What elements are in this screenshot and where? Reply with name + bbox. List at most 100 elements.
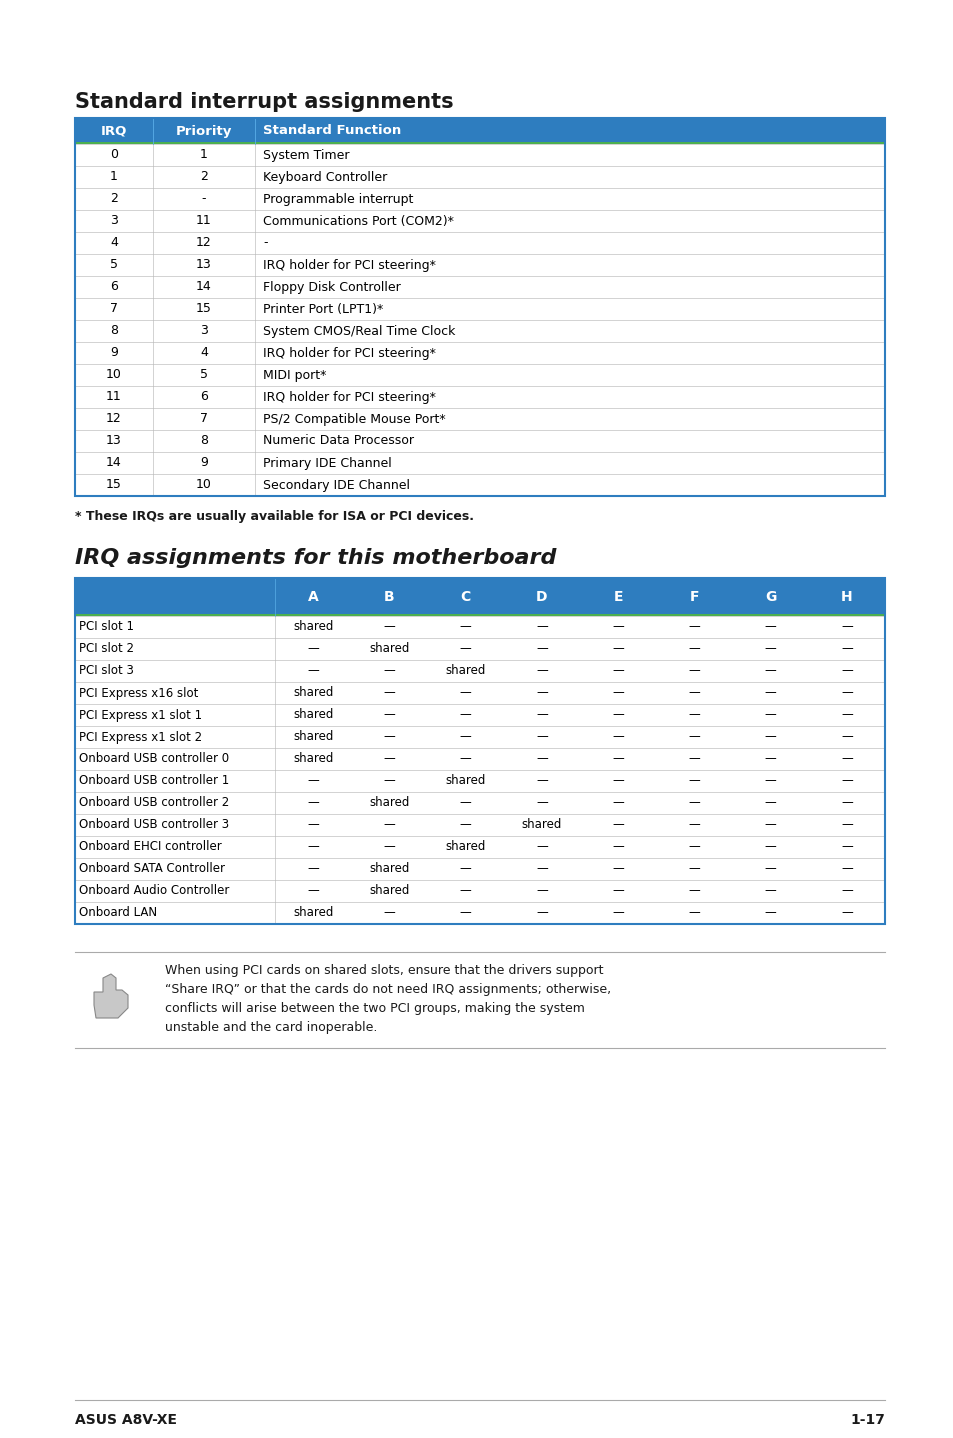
Text: PCI Express x16 slot: PCI Express x16 slot (79, 686, 198, 699)
Text: IRQ holder for PCI steering*: IRQ holder for PCI steering* (263, 259, 436, 272)
Text: PCI slot 1: PCI slot 1 (79, 621, 133, 634)
Text: —: — (383, 621, 395, 634)
Text: —: — (841, 840, 852, 854)
Text: shared: shared (293, 621, 333, 634)
Text: 7: 7 (110, 302, 118, 315)
Text: —: — (612, 731, 623, 743)
Text: —: — (841, 664, 852, 677)
Text: * These IRQs are usually available for ISA or PCI devices.: * These IRQs are usually available for I… (75, 510, 474, 523)
Text: E: E (613, 590, 622, 604)
Text: H: H (841, 590, 852, 604)
Text: —: — (612, 664, 623, 677)
Text: —: — (764, 664, 776, 677)
Bar (75, 385, 884, 408)
Text: —: — (841, 863, 852, 876)
Text: —: — (459, 752, 471, 765)
Text: —: — (612, 775, 623, 788)
Text: —: — (307, 840, 318, 854)
Bar (75, 142, 884, 144)
Text: —: — (307, 797, 318, 810)
Text: —: — (764, 797, 776, 810)
Text: 4: 4 (200, 347, 208, 360)
Text: 12: 12 (106, 413, 122, 426)
Bar (75, 165, 884, 188)
Text: —: — (841, 884, 852, 897)
Text: 7: 7 (200, 413, 208, 426)
Text: PCI slot 3: PCI slot 3 (79, 664, 133, 677)
Text: -: - (263, 236, 267, 250)
Bar (75, 682, 884, 705)
Text: 11: 11 (196, 214, 212, 227)
Text: —: — (688, 752, 700, 765)
Text: Programmable interrupt: Programmable interrupt (263, 193, 413, 206)
Bar (75, 321, 884, 342)
Text: shared: shared (369, 863, 409, 876)
Text: 2: 2 (200, 171, 208, 184)
Text: —: — (612, 752, 623, 765)
Text: —: — (612, 621, 623, 634)
Text: —: — (764, 643, 776, 656)
Text: 15: 15 (106, 479, 122, 492)
Text: 9: 9 (200, 456, 208, 469)
Text: —: — (536, 731, 547, 743)
Text: —: — (841, 643, 852, 656)
Text: 3: 3 (200, 325, 208, 338)
Text: Onboard USB controller 3: Onboard USB controller 3 (79, 818, 229, 831)
Text: 6: 6 (200, 391, 208, 404)
Bar (75, 769, 884, 792)
Text: —: — (612, 906, 623, 919)
Text: —: — (612, 840, 623, 854)
Text: -: - (201, 193, 206, 206)
Text: B: B (384, 590, 395, 604)
Text: —: — (841, 621, 852, 634)
Text: —: — (383, 818, 395, 831)
Text: —: — (688, 818, 700, 831)
Text: —: — (536, 797, 547, 810)
Text: —: — (307, 775, 318, 788)
Text: —: — (612, 884, 623, 897)
Text: Communications Port (COM2)*: Communications Port (COM2)* (263, 214, 454, 227)
Bar (75, 475, 884, 496)
Bar (75, 638, 884, 660)
Text: —: — (764, 884, 776, 897)
Text: —: — (536, 709, 547, 722)
Text: 2: 2 (110, 193, 118, 206)
Text: —: — (612, 818, 623, 831)
Text: Keyboard Controller: Keyboard Controller (263, 171, 387, 184)
Bar (75, 615, 884, 638)
Text: —: — (307, 863, 318, 876)
Text: —: — (459, 731, 471, 743)
Text: —: — (383, 731, 395, 743)
Text: —: — (612, 643, 623, 656)
Bar (75, 578, 884, 615)
Text: F: F (689, 590, 699, 604)
Text: 1-17: 1-17 (849, 1414, 884, 1426)
Text: —: — (764, 863, 776, 876)
Text: —: — (841, 686, 852, 699)
Bar (75, 578, 884, 925)
Text: 12: 12 (196, 236, 212, 250)
Text: shared: shared (293, 686, 333, 699)
Text: 8: 8 (110, 325, 118, 338)
Bar (75, 298, 884, 321)
Text: 0: 0 (110, 148, 118, 161)
Text: —: — (764, 906, 776, 919)
Text: —: — (841, 752, 852, 765)
Text: —: — (688, 840, 700, 854)
Text: —: — (536, 621, 547, 634)
Bar (75, 835, 884, 858)
Text: —: — (307, 884, 318, 897)
Bar (75, 144, 884, 165)
Text: PS/2 Compatible Mouse Port*: PS/2 Compatible Mouse Port* (263, 413, 445, 426)
Text: —: — (536, 643, 547, 656)
Text: 14: 14 (196, 280, 212, 293)
Text: shared: shared (293, 906, 333, 919)
Text: —: — (688, 775, 700, 788)
Text: Onboard SATA Controller: Onboard SATA Controller (79, 863, 225, 876)
Text: —: — (688, 621, 700, 634)
Text: —: — (688, 863, 700, 876)
Text: System Timer: System Timer (263, 148, 349, 161)
Text: —: — (459, 621, 471, 634)
Text: —: — (459, 863, 471, 876)
Text: Standard Function: Standard Function (263, 125, 401, 138)
